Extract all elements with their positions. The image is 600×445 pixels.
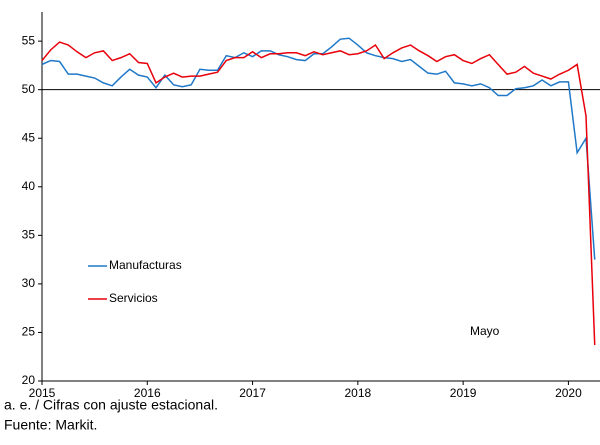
y-tick-label: 35 xyxy=(22,228,36,242)
y-tick-label: 20 xyxy=(22,373,36,387)
y-tick-label: 55 xyxy=(22,33,36,47)
x-tick-label: 2016 xyxy=(134,386,161,400)
y-tick-label: 30 xyxy=(22,276,36,290)
footnote: a. e. / Cifras con ajuste estacional. xyxy=(4,397,218,413)
y-tick-label: 25 xyxy=(22,325,36,339)
x-tick-label: 2019 xyxy=(450,386,477,400)
annotation: Mayo xyxy=(470,324,500,338)
x-tick-label: 2015 xyxy=(29,386,56,400)
footnote: Fuente: Markit. xyxy=(4,417,97,433)
x-tick-label: 2018 xyxy=(344,386,371,400)
series-line xyxy=(41,37,596,260)
y-tick-label: 40 xyxy=(22,179,36,193)
legend-label: Servicios xyxy=(109,291,158,305)
legend-label: Manufacturas xyxy=(109,258,182,272)
x-tick-label: 2020 xyxy=(555,386,582,400)
y-tick-label: 45 xyxy=(22,130,36,144)
x-tick-label: 2017 xyxy=(239,386,266,400)
y-tick-label: 50 xyxy=(22,82,36,96)
series-line xyxy=(41,41,596,346)
